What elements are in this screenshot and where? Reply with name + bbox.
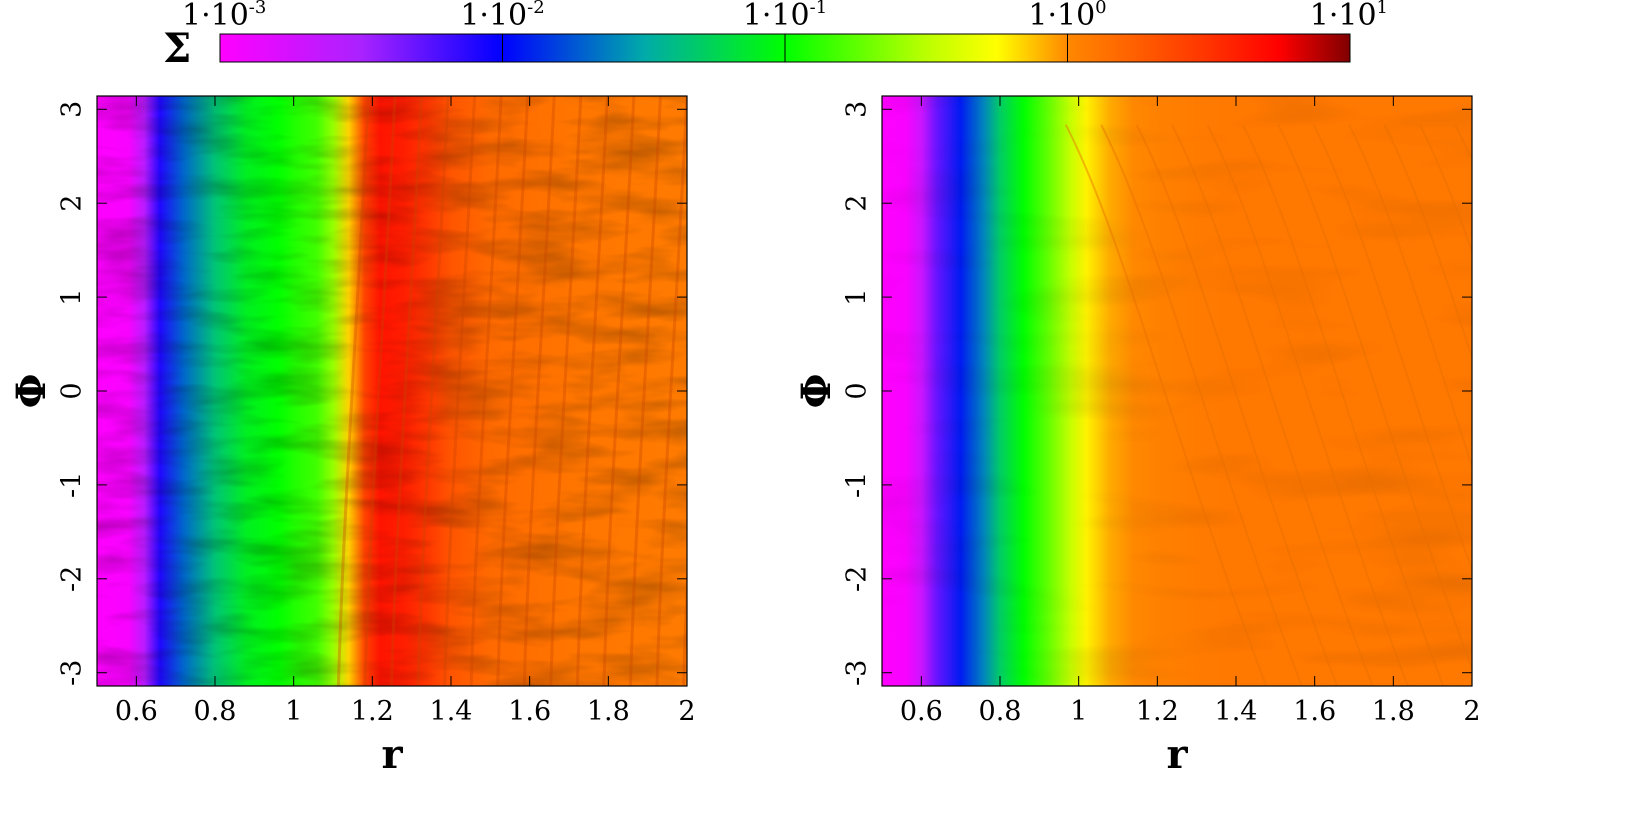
x-tick-label: 1.2 xyxy=(351,696,394,727)
spiral-streak xyxy=(1065,124,1268,686)
y-tick-label: -3 xyxy=(842,660,873,686)
y-axis-label: Φ xyxy=(8,374,55,409)
spiral-streak xyxy=(1171,124,1374,686)
y-tick-label: 3 xyxy=(57,101,88,118)
spiral-streak xyxy=(575,96,609,686)
panel-left: 0.6 0.8 1 1.2 1.4 1.6 1.8 2 -3 -2 -1 0 1 2 3 r Φ xyxy=(8,95,696,778)
spiral-streak xyxy=(549,96,583,686)
x-tick-label: 1 xyxy=(1070,696,1087,727)
spiral-streak xyxy=(1348,124,1472,469)
x-tick-label: 0.6 xyxy=(900,696,943,727)
x-axis-label: r xyxy=(1166,731,1188,778)
y-tick-label: -2 xyxy=(57,566,88,592)
y-tick-label: -3 xyxy=(57,660,88,686)
spiral-streak xyxy=(1136,124,1338,686)
colorbar-tick-base: 1·10 xyxy=(1028,0,1095,33)
y-tick-label: -1 xyxy=(57,472,88,498)
x-tick-label: 2 xyxy=(1463,696,1480,727)
y-tick-label: -2 xyxy=(842,566,873,592)
spiral-streak xyxy=(522,96,556,686)
colorbar-tick-exponent: -3 xyxy=(249,0,267,18)
spiral-streak xyxy=(682,557,687,686)
spiral-streak xyxy=(655,96,687,686)
density-texture xyxy=(97,96,687,686)
spiral-streak xyxy=(1277,124,1472,672)
y-tick-label: 2 xyxy=(842,195,873,212)
spiral-streak xyxy=(1242,124,1445,686)
colorbar-symbol: Σ xyxy=(163,25,191,72)
density-map xyxy=(97,96,687,686)
colorbar-tick-label: 1·101 xyxy=(1310,0,1388,33)
density-map xyxy=(882,96,1472,686)
spiral-streaks xyxy=(1065,124,1472,686)
y-tick-label: 0 xyxy=(57,382,88,399)
x-tick-label: 0.8 xyxy=(979,696,1022,727)
spiral-streaks xyxy=(336,96,687,686)
colorbar-tick-label: 1·10-2 xyxy=(460,0,544,33)
spiral-streak xyxy=(602,96,636,686)
colorbar-tick-label: 1·10-1 xyxy=(743,0,827,33)
x-tick-label: 1.4 xyxy=(1215,696,1258,727)
colorbar-tick-exponent: -1 xyxy=(810,0,828,18)
x-tick-label: 1.4 xyxy=(430,696,473,727)
colorbar-tick-base: 1·10 xyxy=(743,0,810,33)
y-tick-label: 2 xyxy=(57,195,88,212)
colorbar-tick-label: 1·100 xyxy=(1028,0,1106,33)
colorbar-tick-base: 1·10 xyxy=(1310,0,1377,33)
y-tick-label: 1 xyxy=(57,289,88,306)
y-tick-label: -1 xyxy=(842,472,873,498)
spiral-streak xyxy=(1419,124,1472,255)
x-tick-label: 1.6 xyxy=(1293,696,1336,727)
colorbar-tick-label: 1·10-3 xyxy=(182,0,266,33)
density-texture xyxy=(882,96,1472,686)
y-tick-label: 1 xyxy=(842,289,873,306)
y-axis-label: Φ xyxy=(793,374,840,409)
x-tick-label: 2 xyxy=(678,696,695,727)
y-tick-label: 3 xyxy=(842,101,873,118)
spiral-streak xyxy=(469,96,503,686)
x-axis-label: r xyxy=(381,731,403,778)
x-tick-label: 1.8 xyxy=(1372,696,1415,727)
spiral-streak xyxy=(1454,124,1472,163)
spiral-streak xyxy=(390,96,423,686)
x-tick-label: 0.8 xyxy=(194,696,237,727)
spiral-streak xyxy=(363,96,397,686)
spiral-streak xyxy=(496,96,530,686)
spiral-streak xyxy=(628,96,662,686)
x-tick-label: 1.2 xyxy=(1136,696,1179,727)
panel-right: 0.6 0.8 1 1.2 1.4 1.6 1.8 2 -3 -2 -1 0 1 2 3 r Φ xyxy=(793,95,1481,778)
colorbar-tick-base: 1·10 xyxy=(182,0,249,33)
spiral-streak xyxy=(416,96,450,686)
colorbar-tick-exponent: 1 xyxy=(1377,0,1388,18)
x-tick-label: 1.8 xyxy=(587,696,630,727)
spiral-streak xyxy=(443,96,477,686)
spiral-streak xyxy=(1313,124,1472,574)
spiral-streak xyxy=(1100,124,1303,686)
colorbar-tick-base: 1·10 xyxy=(460,0,527,33)
colorbar-ticks: 1·10-3 1·10-2 1·10-1 1·100 1·101 xyxy=(182,0,1388,62)
x-tick-label: 0.6 xyxy=(115,696,158,727)
spiral-streak xyxy=(336,96,370,686)
x-tick-label: 1 xyxy=(285,696,302,727)
spiral-streak xyxy=(1206,124,1409,686)
x-tick-label: 1.6 xyxy=(508,696,551,727)
y-tick-label: 0 xyxy=(842,382,873,399)
spiral-streak xyxy=(1383,124,1472,361)
colorbar-tick-exponent: 0 xyxy=(1095,0,1106,18)
colorbar: Σ 1·10-3 1·10-2 1·10-1 1·100 1·101 xyxy=(163,0,1388,72)
colorbar-tick-exponent: -2 xyxy=(527,0,545,18)
